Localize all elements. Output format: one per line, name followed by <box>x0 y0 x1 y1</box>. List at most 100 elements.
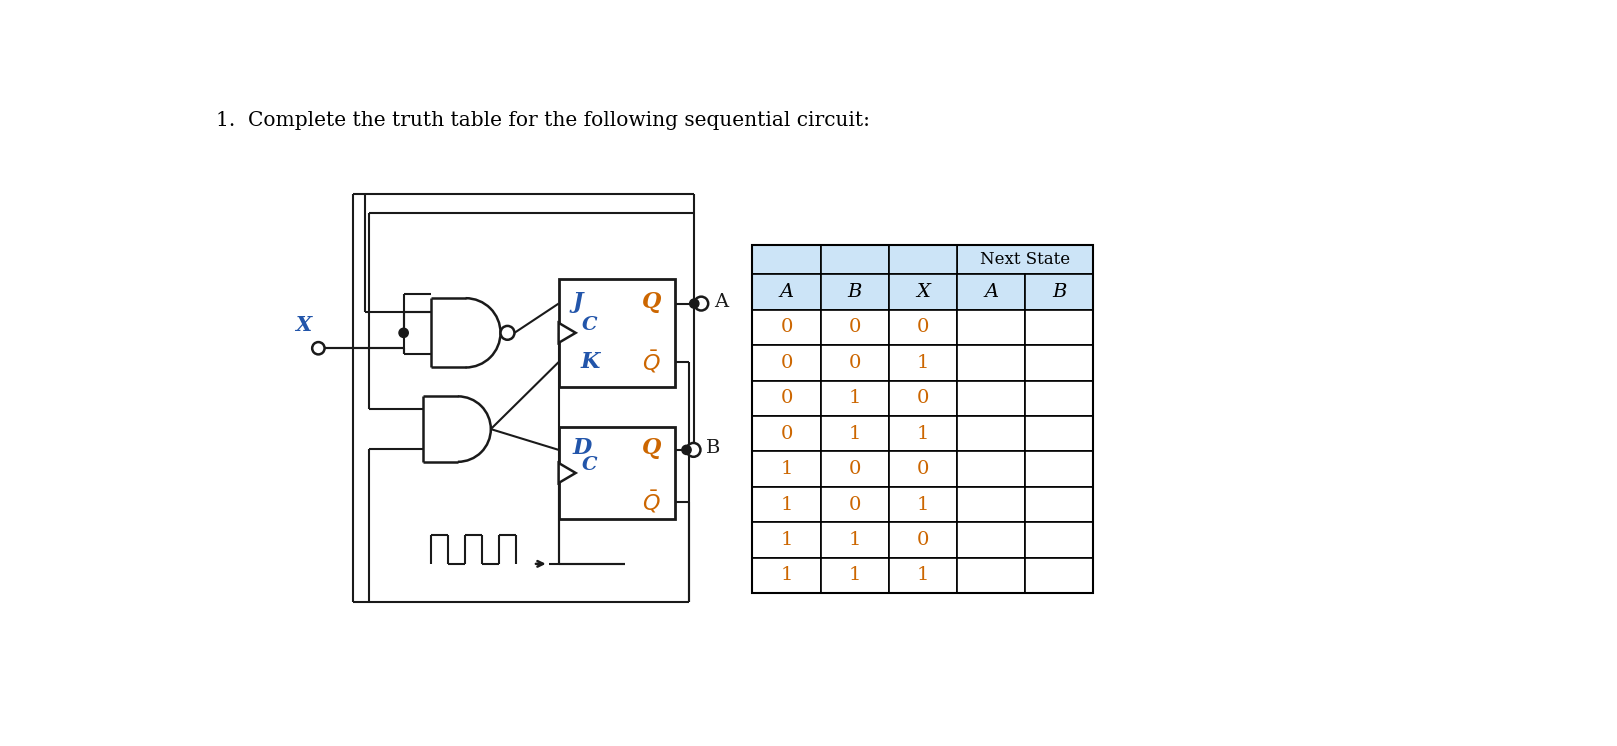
Text: B: B <box>1053 283 1067 301</box>
Text: J: J <box>572 291 584 313</box>
Bar <box>820 416 889 451</box>
Bar <box>752 275 820 310</box>
Bar <box>752 310 820 345</box>
Text: 0: 0 <box>917 389 930 407</box>
Bar <box>889 380 957 416</box>
Bar <box>889 345 957 380</box>
Bar <box>889 522 957 558</box>
Bar <box>957 310 1025 345</box>
Bar <box>820 245 889 275</box>
Text: C: C <box>582 316 597 334</box>
Text: 1: 1 <box>849 566 860 584</box>
Text: 0: 0 <box>781 424 792 442</box>
Text: X: X <box>294 315 310 335</box>
Text: 0: 0 <box>849 319 860 336</box>
Text: 1: 1 <box>849 531 860 549</box>
Bar <box>820 345 889 380</box>
Bar <box>889 245 957 275</box>
Text: 1: 1 <box>781 531 792 549</box>
Bar <box>820 275 889 310</box>
Circle shape <box>399 328 407 337</box>
Text: 0: 0 <box>849 495 860 513</box>
Text: Q: Q <box>642 291 661 313</box>
Text: 0: 0 <box>781 354 792 372</box>
Bar <box>752 522 820 558</box>
Bar <box>752 416 820 451</box>
Text: D: D <box>572 437 592 460</box>
Text: 0: 0 <box>849 354 860 372</box>
Bar <box>752 451 820 487</box>
Text: X: X <box>915 283 930 301</box>
Bar <box>889 451 957 487</box>
Text: 0: 0 <box>917 319 930 336</box>
Bar <box>820 558 889 593</box>
Bar <box>752 558 820 593</box>
Text: 1: 1 <box>781 460 792 478</box>
Text: 1: 1 <box>917 495 930 513</box>
Text: 1: 1 <box>917 354 930 372</box>
Bar <box>1025 558 1093 593</box>
Text: Next State: Next State <box>980 251 1070 269</box>
Bar <box>1025 451 1093 487</box>
Bar <box>957 451 1025 487</box>
Bar <box>889 416 957 451</box>
Bar <box>957 245 1093 275</box>
Circle shape <box>312 342 325 354</box>
Bar <box>889 558 957 593</box>
Circle shape <box>687 443 700 457</box>
Text: 0: 0 <box>917 460 930 478</box>
Bar <box>820 310 889 345</box>
Bar <box>1025 275 1093 310</box>
Bar <box>1025 310 1093 345</box>
Text: 0: 0 <box>917 531 930 549</box>
Circle shape <box>694 297 708 310</box>
Bar <box>752 245 1093 593</box>
Text: 1: 1 <box>849 424 860 442</box>
Bar <box>752 245 820 275</box>
Bar <box>558 279 674 386</box>
Text: K: K <box>581 351 600 373</box>
Text: Q: Q <box>642 437 661 460</box>
Bar <box>889 275 957 310</box>
Text: B: B <box>707 439 720 457</box>
Bar <box>957 416 1025 451</box>
Bar <box>889 487 957 522</box>
Bar <box>957 487 1025 522</box>
Circle shape <box>682 445 690 454</box>
Text: A: A <box>713 293 728 311</box>
Text: 0: 0 <box>849 460 860 478</box>
Bar <box>820 380 889 416</box>
Bar <box>558 427 674 519</box>
Text: C: C <box>582 457 597 474</box>
Bar <box>1025 416 1093 451</box>
Text: 1: 1 <box>917 424 930 442</box>
Text: 0: 0 <box>781 389 792 407</box>
Text: 1: 1 <box>781 566 792 584</box>
Bar <box>1025 522 1093 558</box>
Bar <box>752 345 820 380</box>
Bar <box>752 380 820 416</box>
Text: 0: 0 <box>781 319 792 336</box>
Text: 1: 1 <box>917 566 930 584</box>
Bar <box>1025 380 1093 416</box>
Bar <box>957 522 1025 558</box>
Polygon shape <box>558 323 576 343</box>
Bar <box>889 310 957 345</box>
Bar <box>957 345 1025 380</box>
Bar <box>957 380 1025 416</box>
Text: 1.  Complete the truth table for the following sequential circuit:: 1. Complete the truth table for the foll… <box>217 111 870 130</box>
Bar <box>957 558 1025 593</box>
Text: B: B <box>847 283 862 301</box>
Text: A: A <box>779 283 794 301</box>
Text: A: A <box>985 283 998 301</box>
Bar <box>820 451 889 487</box>
Bar <box>1025 487 1093 522</box>
Bar <box>820 487 889 522</box>
Bar <box>752 487 820 522</box>
Polygon shape <box>558 463 576 483</box>
Text: 1: 1 <box>781 495 792 513</box>
Text: 1: 1 <box>849 389 860 407</box>
Circle shape <box>689 299 699 308</box>
Text: $\bar{Q}$: $\bar{Q}$ <box>642 349 661 375</box>
Text: $\bar{Q}$: $\bar{Q}$ <box>642 489 661 515</box>
